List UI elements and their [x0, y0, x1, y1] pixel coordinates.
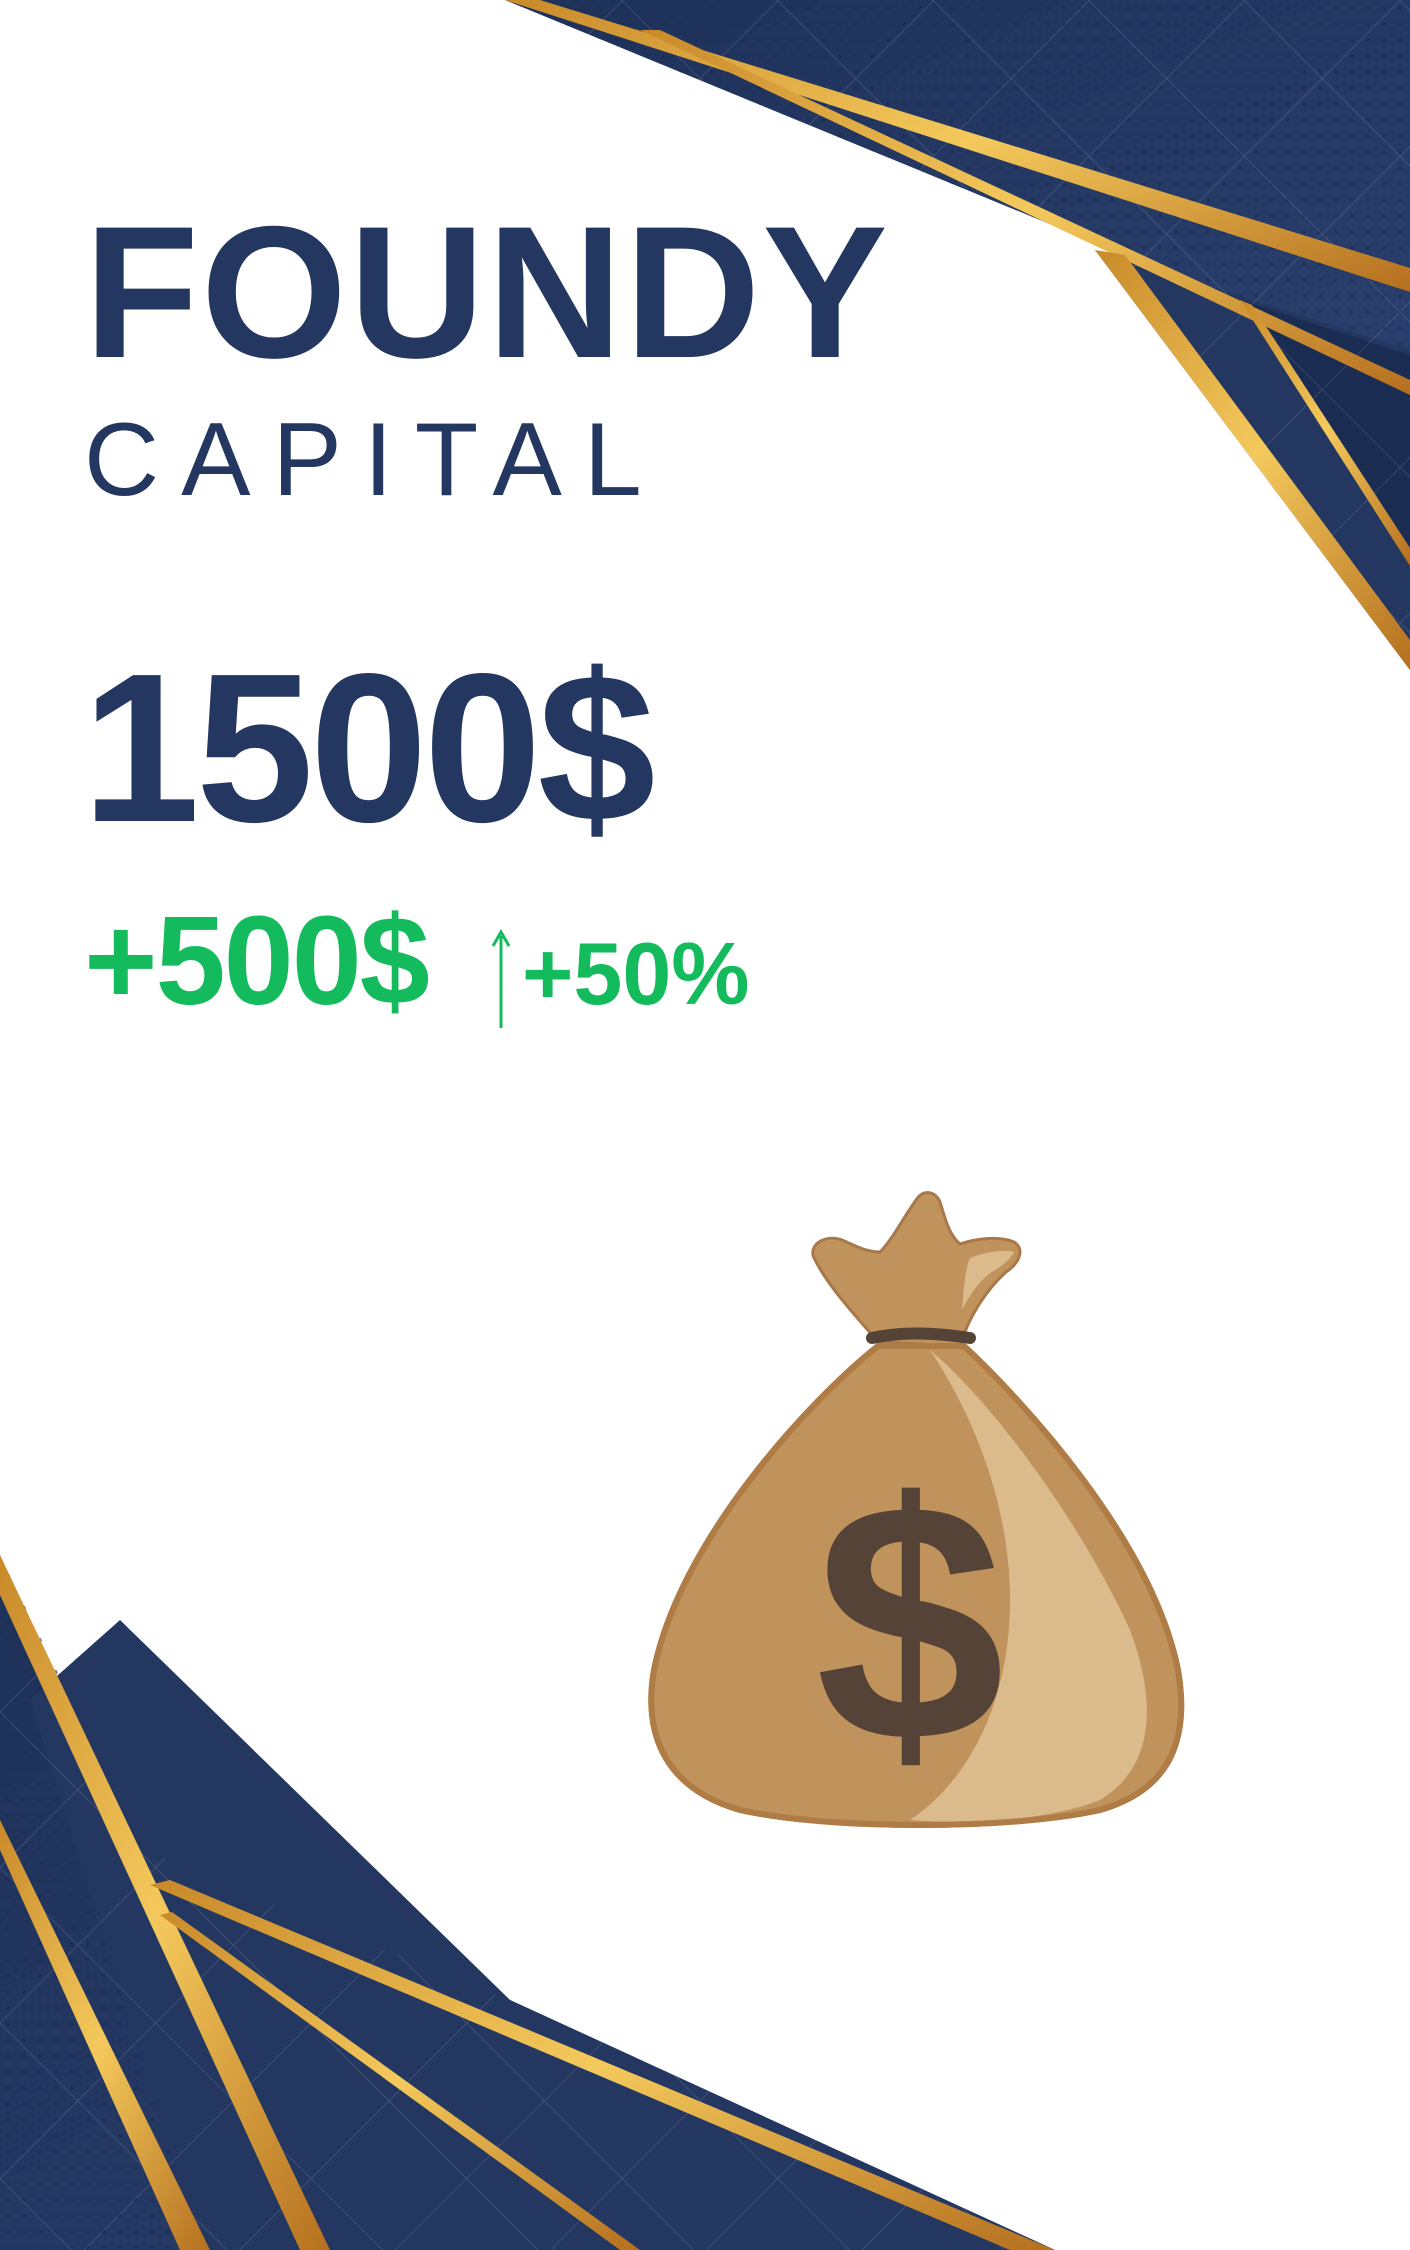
- brand-name: FOUNDY: [84, 187, 890, 397]
- capital-amount: 1500$: [82, 629, 656, 866]
- brand-subtitle: CAPITAL: [84, 402, 664, 518]
- up-arrow-icon: [491, 928, 511, 1028]
- money-bag-icon: $: [648, 1191, 1185, 1828]
- bag-top: [811, 1191, 1022, 1348]
- gain-percent: +50%: [522, 924, 750, 1023]
- gain-amount: +500$: [84, 890, 430, 1031]
- bottom-left-decoration: [0, 1555, 1055, 2250]
- bag-tie: [866, 1327, 976, 1344]
- bag-dollar-symbol: $: [815, 1433, 1004, 1813]
- top-right-decoration: [505, 0, 1410, 670]
